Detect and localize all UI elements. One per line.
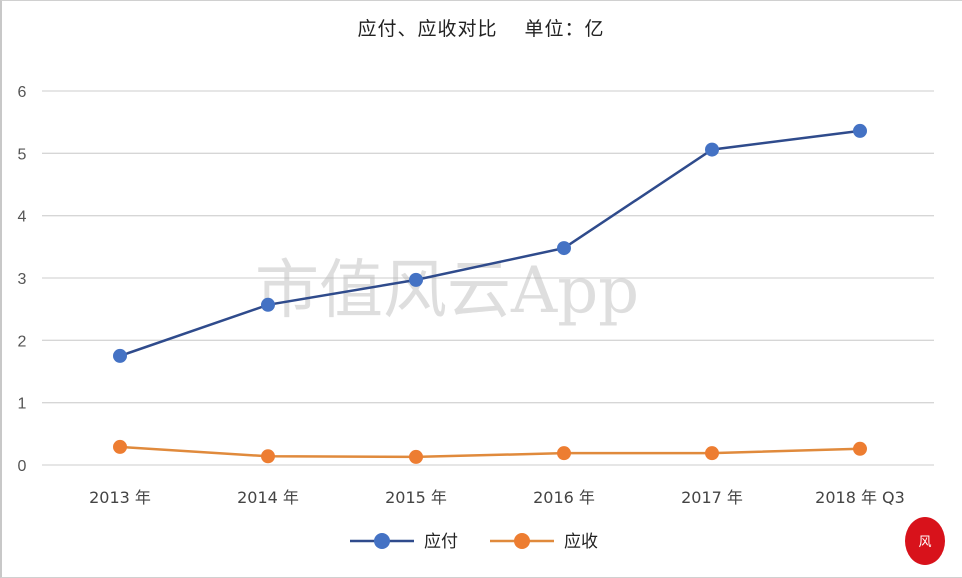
data-point (853, 441, 867, 456)
data-point (557, 446, 571, 461)
x-tick-label: 2016 年 (533, 488, 595, 507)
x-tick-label: 2017 年 (681, 488, 743, 507)
series-line-1 (119, 445, 861, 459)
data-point (113, 439, 127, 454)
y-tick-label: 5 (18, 146, 27, 163)
data-point (705, 142, 719, 157)
y-tick-label: 2 (18, 333, 27, 350)
y-tick-label: 3 (18, 271, 27, 288)
y-tick-label: 4 (18, 209, 27, 226)
data-point (409, 449, 423, 464)
legend-label: 应付 (424, 532, 458, 552)
seal-logo: 风 (905, 517, 945, 565)
data-point (261, 297, 275, 312)
legend-marker (514, 533, 530, 549)
legend-label: 应收 (564, 532, 598, 552)
data-point (557, 241, 571, 256)
x-tick-label: 2015 年 (385, 488, 447, 507)
y-tick-label: 1 (18, 396, 27, 413)
data-point (113, 348, 127, 363)
chart-title: 应付、应收对比 单位：亿 (357, 18, 605, 40)
data-point (705, 446, 719, 461)
data-point (853, 123, 867, 138)
y-tick-label: 0 (18, 458, 27, 475)
x-tick-label: 2013 年 (89, 488, 151, 507)
data-point (409, 272, 423, 287)
legend-marker (374, 533, 390, 549)
data-point (261, 449, 275, 464)
series-line-0 (119, 129, 861, 358)
x-tick-label: 2014 年 (237, 488, 299, 507)
x-tick-label: 2018 年 Q3 (815, 488, 905, 507)
watermark: 市值风云App (255, 254, 639, 328)
y-tick-label: 6 (18, 84, 27, 101)
svg-text:风: 风 (918, 535, 931, 550)
